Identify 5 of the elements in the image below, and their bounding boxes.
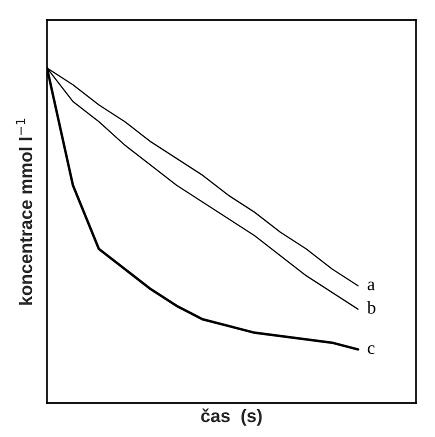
series-label: c <box>368 345 375 354</box>
y-axis-title: koncentrace mmol l$^{−1}$ <box>16 118 32 305</box>
x-axis-title: čas (s) <box>201 408 262 426</box>
series-label: b <box>367 301 376 314</box>
series-label: a <box>368 282 375 290</box>
